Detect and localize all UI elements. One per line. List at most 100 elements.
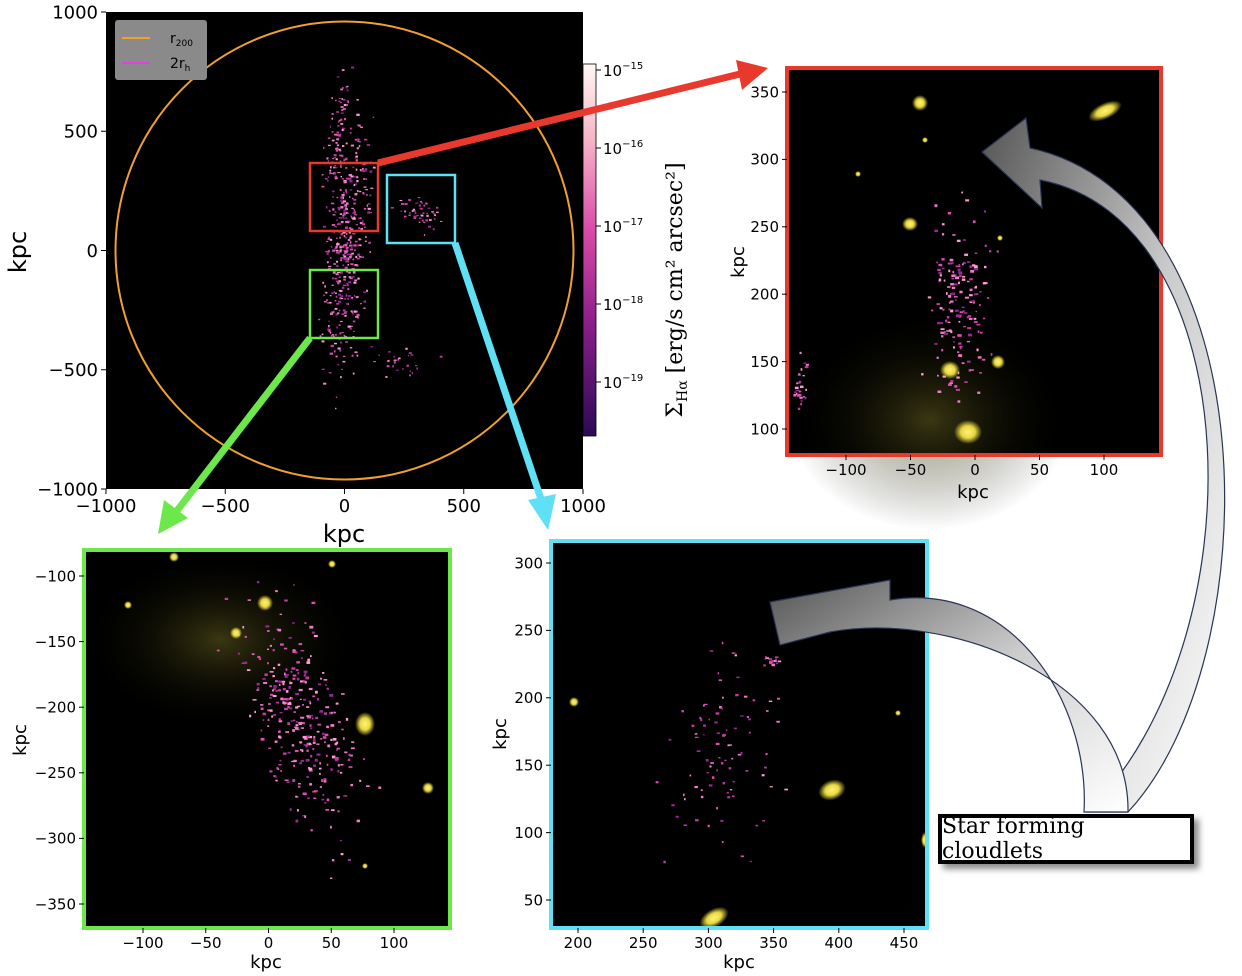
cloudlet-pixel [283, 702, 286, 705]
cloudlet-pixel [363, 758, 365, 761]
cloudlet-pixel [340, 200, 344, 202]
cloudlet-pixel [308, 767, 311, 770]
cloudlet-pixel [941, 233, 945, 236]
y-tick-label: 200 [514, 689, 543, 707]
cloudlet-pixel [347, 212, 350, 214]
cloudlet-pixel [290, 720, 294, 722]
cloudlet-pixel [292, 677, 296, 680]
cloudlet-pixel [937, 268, 941, 272]
cloudlet-pixel [352, 320, 356, 323]
cloudlet-pixel [689, 774, 692, 777]
cloudlet-pixel [340, 257, 343, 260]
cloudlet-pixel [696, 750, 701, 753]
cloudlet-pixel [799, 380, 802, 383]
cloudlet-pixel [286, 781, 290, 784]
cloudlet-pixel [335, 147, 339, 150]
cloudlet-pixel [311, 601, 316, 605]
cloudlet-pixel [339, 246, 342, 249]
cyan-x-axis-label: kpc [723, 952, 755, 973]
cloudlet-pixel [412, 208, 415, 211]
cloudlet-pixel [328, 209, 331, 212]
cloudlet-pixel [324, 802, 327, 804]
cloudlet-pixel [359, 244, 362, 247]
cloudlet-pixel [722, 733, 726, 736]
colorbar-ticks: 10−15 10−16 10−17 10−18 10−19 [596, 61, 643, 392]
cloudlet-pixel [334, 277, 338, 280]
cloudlet-pixel [363, 170, 367, 172]
cloudlet-pixel [352, 276, 355, 278]
main-x-ticks: −1000 −500 0 500 1000 [76, 489, 606, 517]
cloudlet-pixel [295, 724, 299, 727]
cloudlet-pixel [276, 766, 279, 770]
cloudlet-pixel [947, 262, 952, 265]
cloudlet-pixel [407, 354, 410, 357]
cloudlet-pixel [703, 724, 707, 728]
cloudlet-pixel [936, 303, 940, 306]
cloudlet-pixel [347, 325, 351, 328]
cloudlet-pixel [323, 741, 326, 744]
cloudlet-pixel [967, 315, 971, 318]
cloudlet-pixel [355, 214, 358, 216]
cloudlet-pixel [345, 220, 348, 223]
colorbar-tick-label: 10−17 [603, 217, 643, 236]
cloudlet-pixel [338, 134, 342, 137]
cloudlet-pixel [348, 271, 351, 274]
cloudlet-pixel [378, 354, 380, 357]
cloudlet-pixel [953, 346, 955, 349]
cloudlet-pixel [313, 764, 316, 767]
cloudlet-pixel [286, 698, 289, 701]
cloudlet-pixel [326, 252, 329, 255]
cloudlet-pixel [955, 299, 957, 301]
cloudlet-pixel [957, 400, 961, 403]
curved-arrow-to-red [981, 116, 1226, 813]
cloudlet-pixel [315, 716, 319, 720]
cloudlet-pixel [334, 133, 338, 136]
cloudlet-pixel [247, 599, 252, 601]
cloudlet-pixel [413, 215, 415, 217]
cloudlet-pixel [977, 330, 980, 333]
main-panel: r200 2rh −1000 −500 0 500 1000 10005000−500−… [4, 2, 691, 548]
cloudlet-pixel [957, 351, 960, 353]
cloudlet-pixel [325, 250, 329, 253]
cloudlet-pixel [342, 360, 346, 363]
galaxy-blob [699, 906, 729, 930]
cloudlet-pixel [337, 770, 340, 773]
cloudlet-pixel [343, 159, 346, 162]
cloudlet-pixel [366, 289, 368, 292]
cloudlet-pixel [346, 257, 348, 260]
cloudlet-pixel [346, 232, 348, 235]
cloudlet-pixel [969, 294, 973, 297]
cloudlet-pixel [703, 704, 705, 707]
cloudlet-pixel [355, 224, 358, 226]
cloudlet-pixel [337, 242, 339, 245]
cloudlet-pixel [337, 312, 340, 315]
cloudlet-pixel [796, 393, 798, 395]
cloudlet-pixel [326, 299, 328, 302]
cloudlet-pixel [308, 742, 311, 746]
cloudlet-pixel [958, 264, 961, 266]
cloudlet-pixel [989, 250, 992, 253]
cloudlet-pixel [328, 372, 332, 374]
cloudlet-pixel [334, 759, 339, 762]
cloudlet-pixel [305, 758, 310, 762]
cloudlet-pixel [331, 859, 335, 862]
cloudlet-pixel [708, 784, 713, 787]
cloudlet-pixel [735, 694, 739, 697]
cyan-zoom-border [549, 539, 929, 930]
cloudlet-pixel [305, 676, 310, 680]
cloudlet-pixel [260, 729, 263, 732]
cloudlet-pixel [340, 233, 344, 236]
cloudlet-pixel [357, 138, 360, 141]
cloudlet-pixel [949, 292, 952, 295]
cloudlet-pixel [347, 263, 349, 266]
cloudlet-pixel [331, 755, 336, 759]
cloudlet-pixel [335, 148, 339, 151]
cloudlet-pixel [303, 737, 308, 740]
cloudlet-pixel [951, 277, 954, 280]
green-zoom-haze [80, 550, 360, 730]
x-tick-label: 450 [890, 934, 919, 952]
cloudlet-pixel [304, 815, 307, 819]
cloudlet-pixel [726, 791, 730, 794]
cloudlet-pixel [354, 351, 358, 354]
cloudlet-pixel [768, 658, 773, 660]
